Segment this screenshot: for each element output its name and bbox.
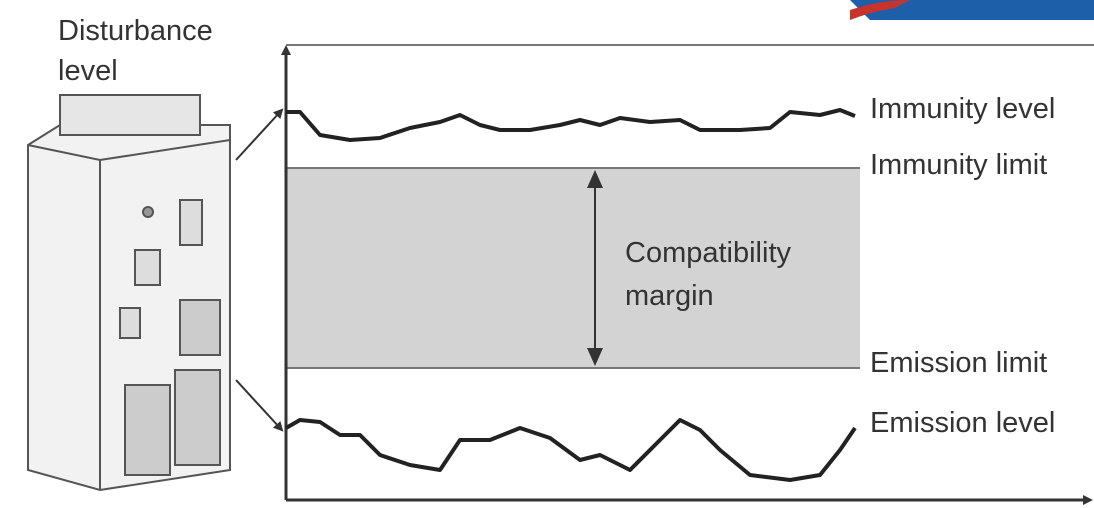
axis-label: level [58,55,118,87]
emission-curve [286,420,855,480]
margin-label: margin [625,280,714,312]
pointer-arrow [236,112,280,160]
diagram: Disturbance level Immunity level Immunit… [0,0,1094,508]
limit-label: Emission limit [870,347,1047,379]
curve-label: Emission level [870,407,1055,439]
axis-label: Disturbance [58,15,213,47]
immunity-curve [286,110,855,140]
margin-label: Compatibility [625,237,791,269]
drive-cabinet [28,95,230,490]
curve-label: Immunity level [870,93,1055,125]
limit-label: Immunity limit [870,149,1047,181]
pointer-arrow [236,380,280,428]
